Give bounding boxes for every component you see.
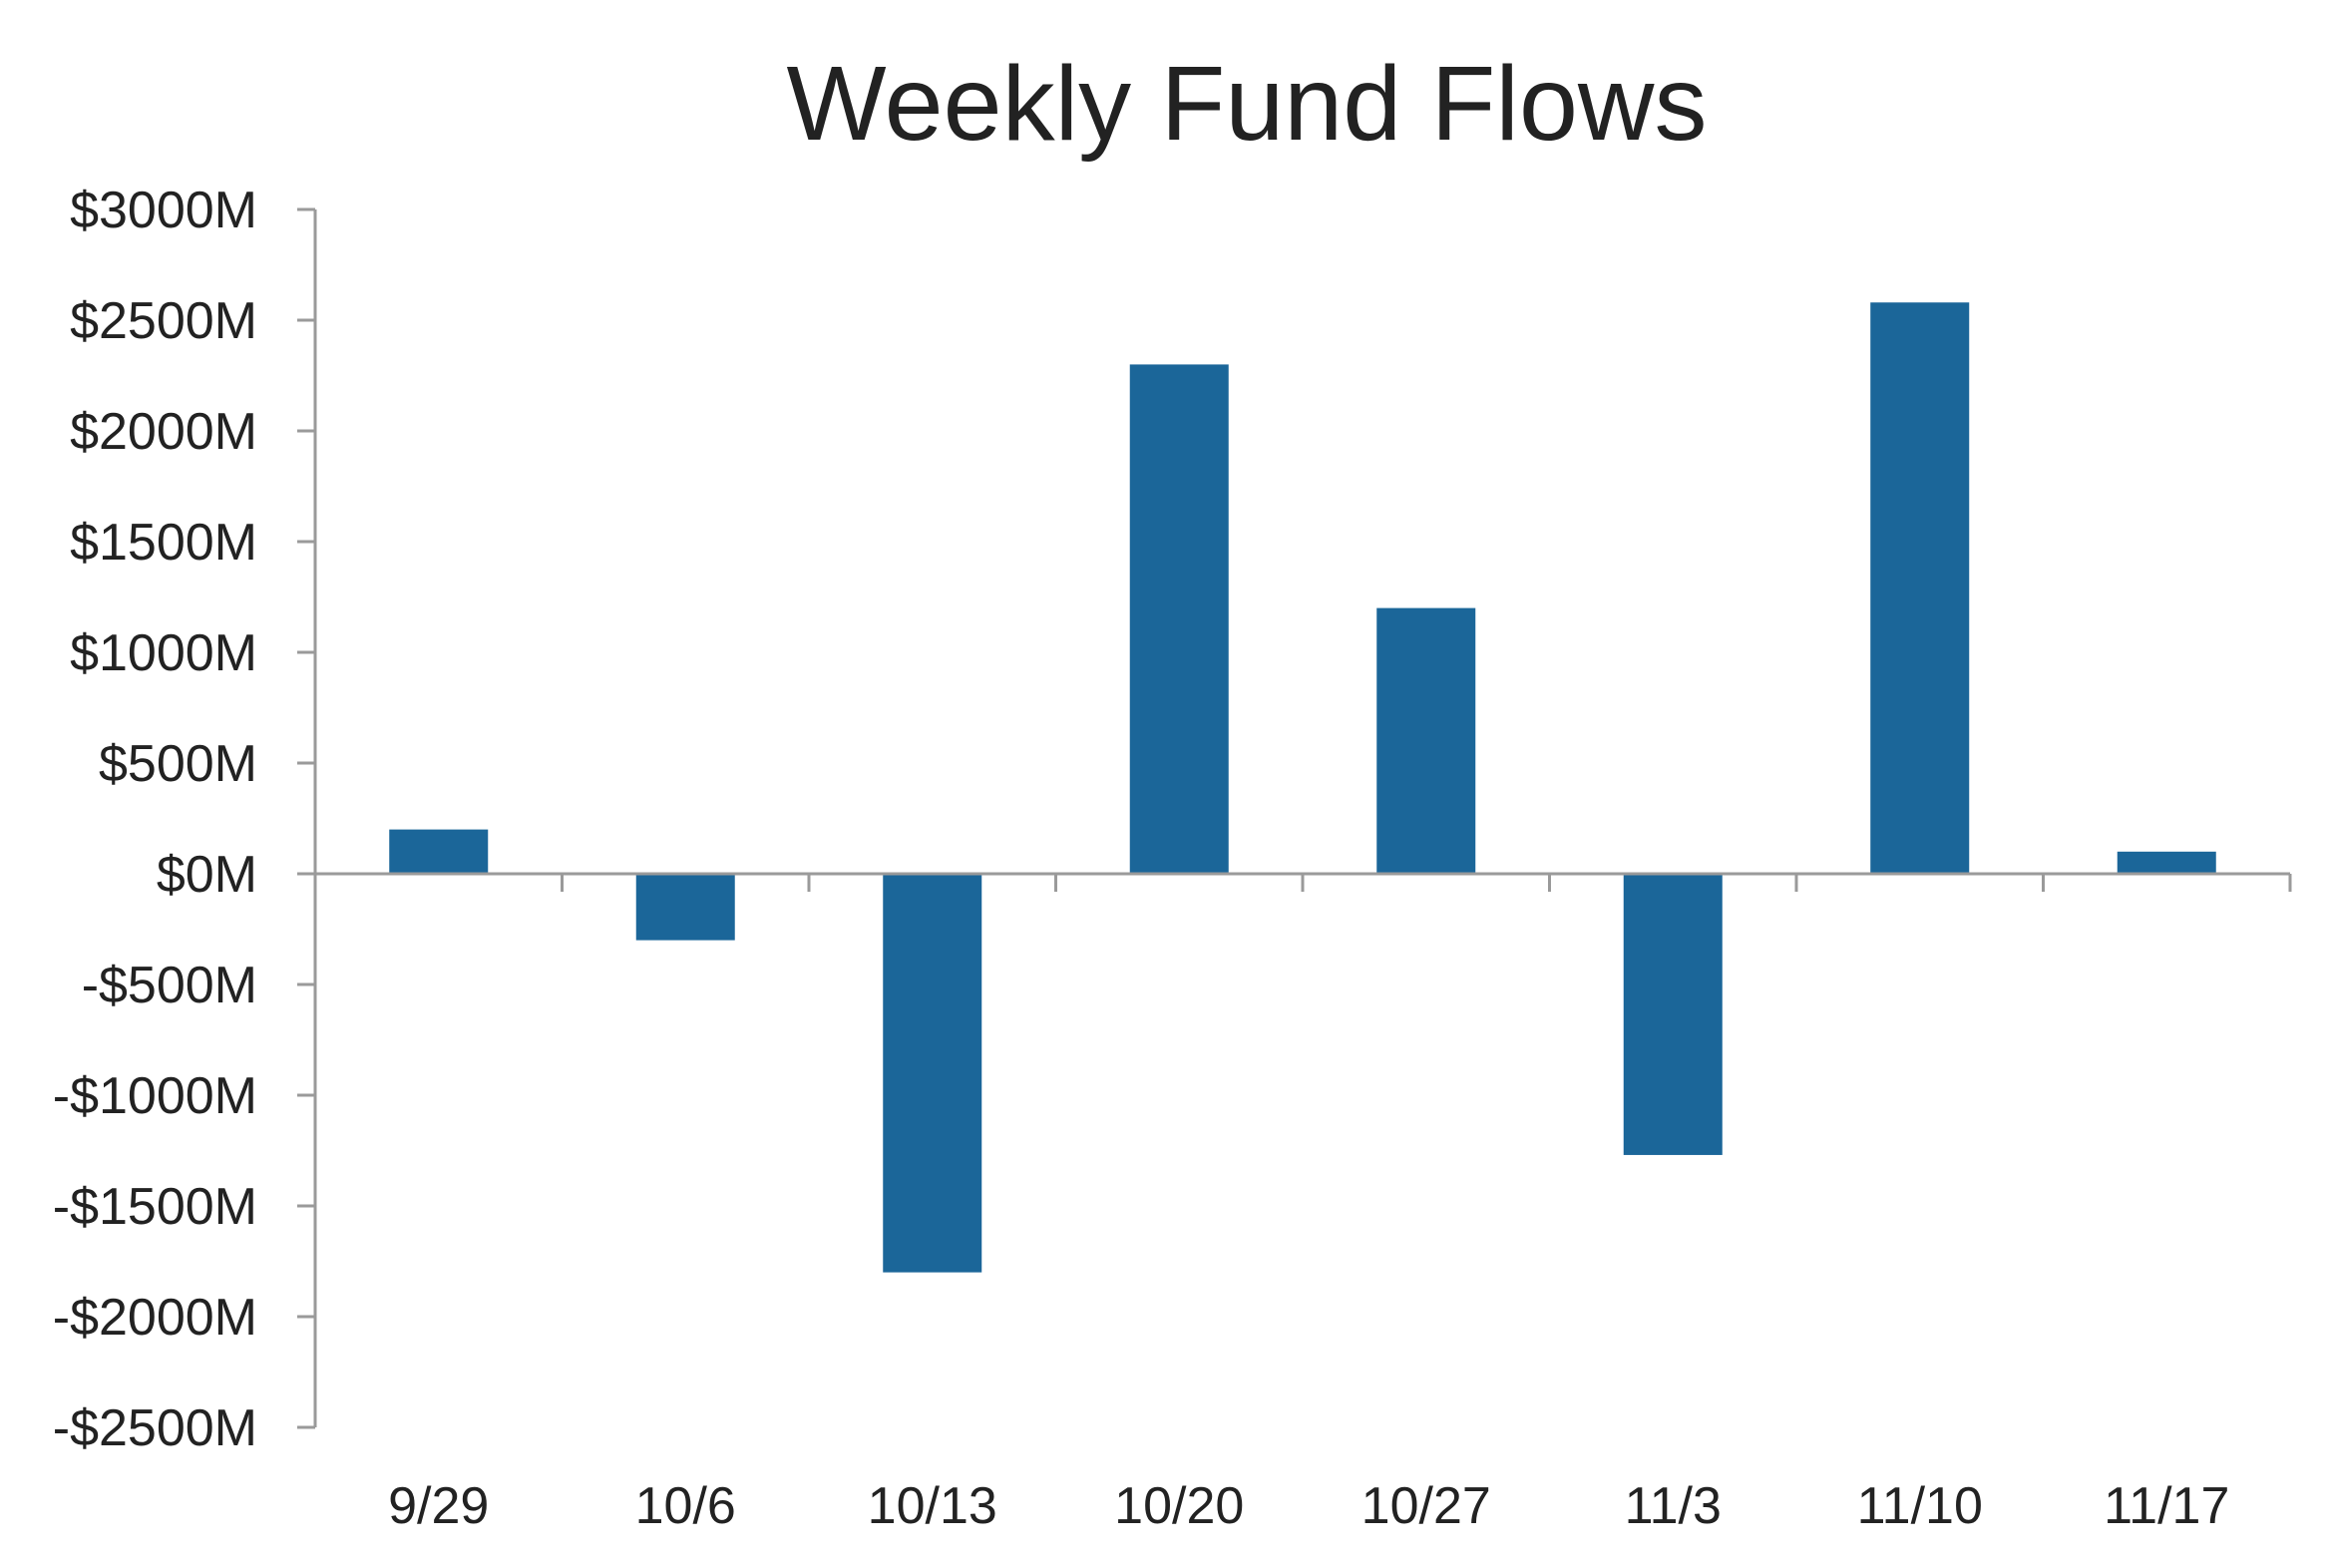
x-tick-label: 10/6: [635, 1477, 736, 1535]
x-tick-label: 10/20: [1114, 1477, 1244, 1535]
bar: [635, 874, 735, 941]
y-tick-label: $0M: [157, 846, 257, 904]
y-tick-label: $1500M: [70, 514, 257, 572]
x-tick-label: 10/13: [868, 1477, 997, 1535]
x-tick-label: 9/29: [388, 1477, 489, 1535]
y-tick-label: $500M: [99, 735, 257, 793]
x-tick-label: 11/3: [1625, 1477, 1722, 1535]
y-tick-label: $3000M: [70, 182, 257, 239]
y-tick-label: $1000M: [70, 624, 257, 682]
x-tick-label: 11/17: [2104, 1477, 2229, 1535]
y-tick-label: -$2000M: [53, 1289, 257, 1347]
bar: [1623, 874, 1723, 1155]
x-tick-label: 10/27: [1361, 1477, 1491, 1535]
y-axis: $3000M $2500M $2000M $1500M $1000M $500M $0M -$…: [53, 182, 317, 1457]
bars: [389, 302, 2216, 1273]
x-axis: 9/29 10/6 10/13 10/20 10/27 11/3 11/10 11/17: [315, 872, 2292, 1535]
y-tick-label: $2000M: [70, 403, 257, 461]
bar: [389, 829, 489, 874]
y-tick-label: -$1000M: [53, 1067, 257, 1125]
bar: [1129, 364, 1229, 874]
chart-title: Weekly Fund Flows: [787, 45, 1708, 163]
x-tick-label: 11/10: [1857, 1477, 1983, 1535]
bar: [1376, 607, 1476, 874]
bar: [1870, 302, 1970, 874]
bar: [883, 874, 982, 1273]
y-tick-label: $2500M: [70, 292, 257, 350]
y-tick-label: -$2500M: [53, 1399, 257, 1457]
y-tick-label: -$1500M: [53, 1178, 257, 1236]
y-tick-label: -$500M: [82, 957, 257, 1014]
bar: [2117, 851, 2216, 874]
